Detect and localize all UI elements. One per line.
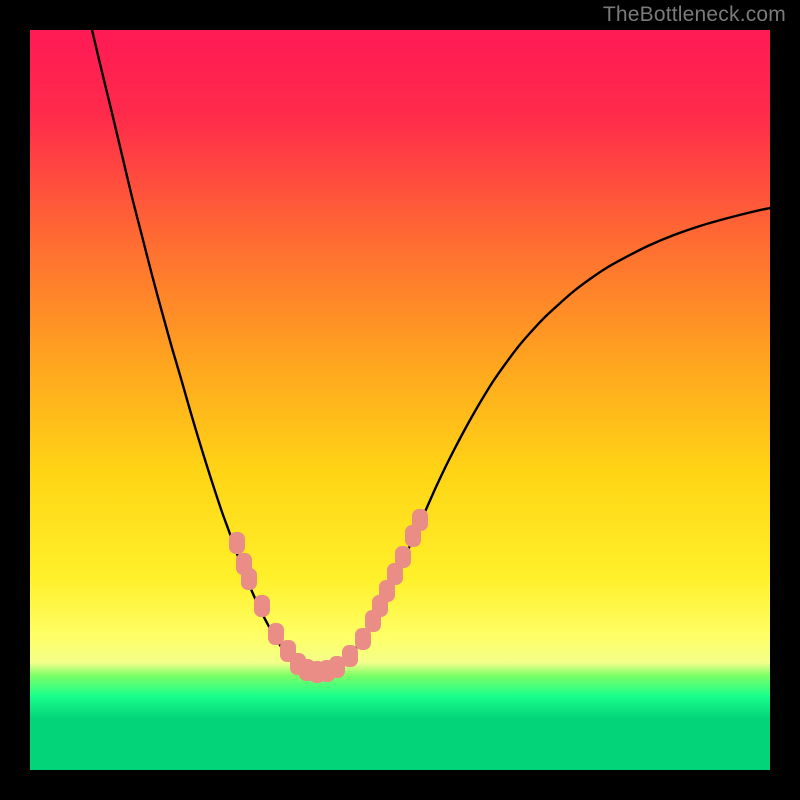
gradient-background <box>30 30 770 770</box>
curve-marker <box>412 509 428 531</box>
curve-marker <box>342 645 358 667</box>
chart-frame: TheBottleneck.com <box>0 0 800 800</box>
curve-marker <box>268 623 284 645</box>
plot-svg <box>30 30 770 770</box>
curve-marker <box>254 595 270 617</box>
curve-marker <box>395 546 411 568</box>
watermark-text: TheBottleneck.com <box>603 3 786 27</box>
curve-marker <box>355 628 371 650</box>
plot-area <box>30 30 770 770</box>
curve-marker <box>241 568 257 590</box>
curve-marker <box>229 532 245 554</box>
